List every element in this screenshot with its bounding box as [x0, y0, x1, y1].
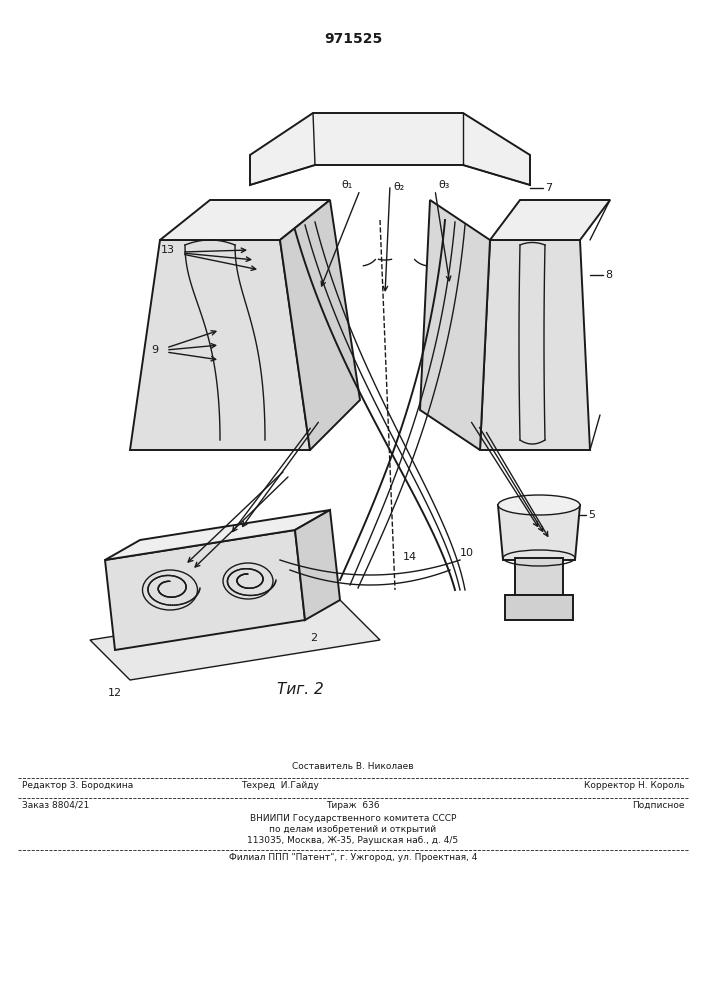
Polygon shape	[490, 200, 610, 240]
Text: Составитель В. Николаев: Составитель В. Николаев	[292, 762, 414, 771]
Text: Заказ 8804/21: Заказ 8804/21	[22, 801, 89, 810]
Polygon shape	[250, 113, 530, 185]
Text: Редактор З. Бородкина: Редактор З. Бородкина	[22, 781, 133, 790]
Text: θ₁: θ₁	[341, 180, 353, 190]
Text: Филиал ППП "Патент", г. Ужгород, ул. Проектная, 4: Филиал ППП "Патент", г. Ужгород, ул. Про…	[229, 853, 477, 862]
Polygon shape	[480, 240, 590, 450]
Polygon shape	[420, 200, 490, 450]
Text: Τиг. 2: Τиг. 2	[276, 682, 323, 697]
Ellipse shape	[498, 495, 580, 515]
Text: θ₃: θ₃	[438, 180, 450, 190]
Text: 971525: 971525	[324, 32, 382, 46]
Text: Корректор Н. Король: Корректор Н. Король	[584, 781, 685, 790]
Text: 13: 13	[161, 245, 175, 255]
Text: Тираж  636: Тираж 636	[326, 801, 380, 810]
Text: ВНИИПИ Государственного комитета СССР: ВНИИПИ Государственного комитета СССР	[250, 814, 456, 823]
Polygon shape	[498, 505, 580, 560]
Text: Подписное: Подписное	[633, 801, 685, 810]
Polygon shape	[505, 595, 573, 620]
Text: по делам изобретений и открытий: по делам изобретений и открытий	[269, 825, 436, 834]
Polygon shape	[130, 240, 310, 450]
Text: 7: 7	[545, 183, 552, 193]
Text: 9: 9	[151, 345, 158, 355]
Polygon shape	[515, 558, 563, 595]
Text: 12: 12	[108, 688, 122, 698]
Text: 5: 5	[588, 510, 595, 520]
Polygon shape	[90, 600, 380, 680]
Polygon shape	[105, 530, 305, 650]
Polygon shape	[295, 510, 340, 620]
Text: 8: 8	[605, 270, 612, 280]
Text: Техред  И.Гайду: Техред И.Гайду	[241, 781, 319, 790]
Text: 14: 14	[403, 552, 417, 562]
Text: 113035, Москва, Ж-35, Раушская наб., д. 4/5: 113035, Москва, Ж-35, Раушская наб., д. …	[247, 836, 459, 845]
Polygon shape	[105, 510, 330, 560]
Text: 10: 10	[460, 548, 474, 558]
Text: θ₂: θ₂	[393, 182, 404, 192]
Text: 2: 2	[310, 633, 317, 643]
Polygon shape	[160, 200, 330, 240]
Polygon shape	[280, 200, 360, 450]
